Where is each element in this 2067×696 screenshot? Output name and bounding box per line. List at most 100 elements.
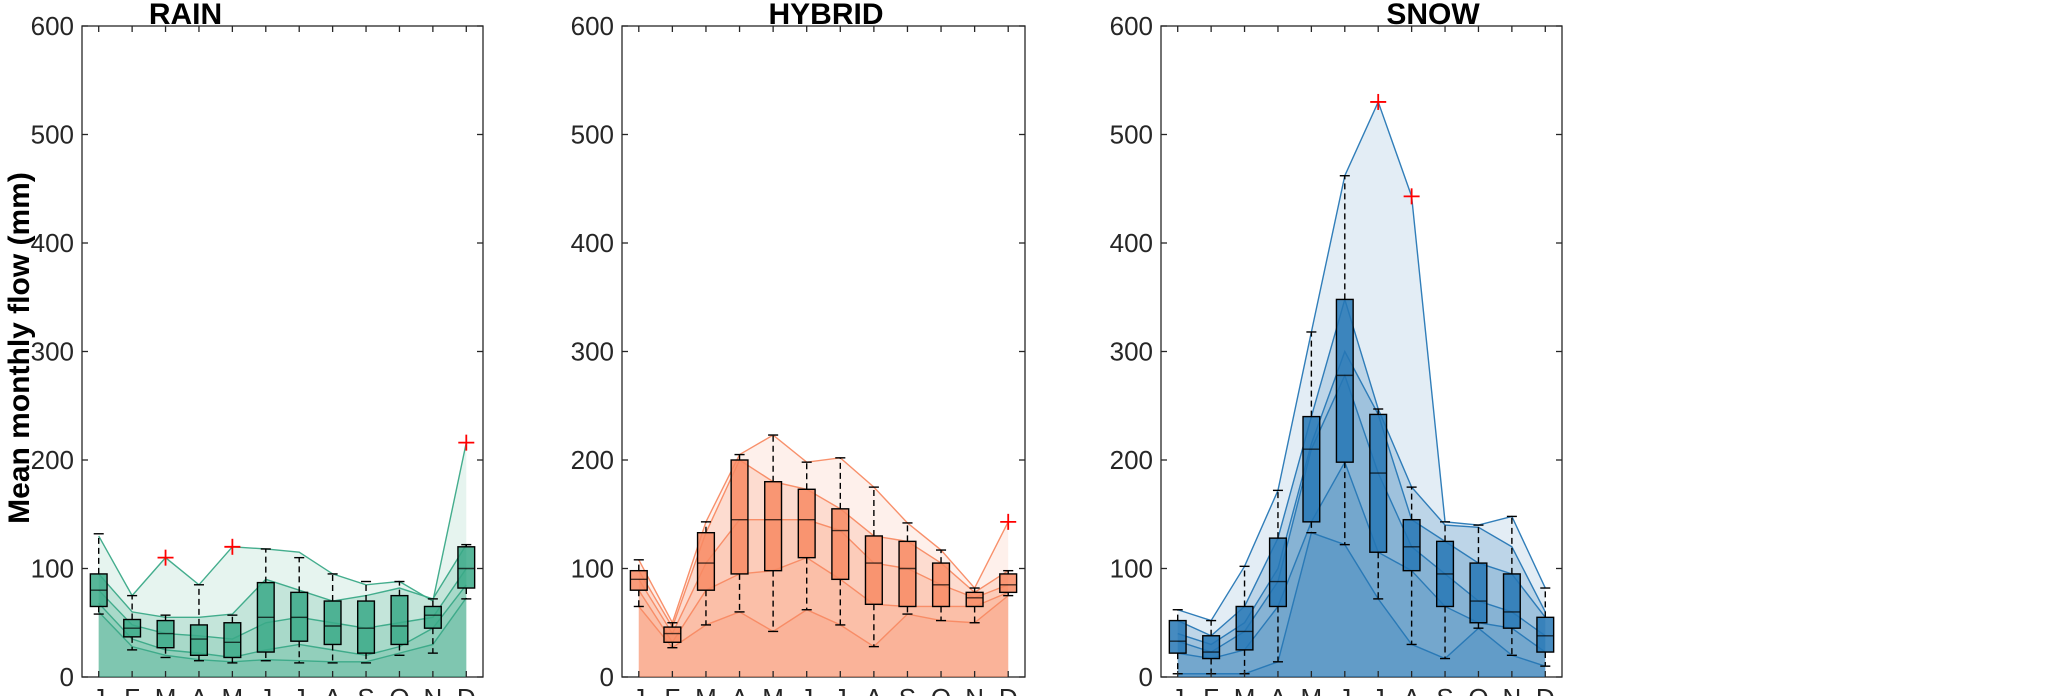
x-tick-label: J — [834, 683, 847, 696]
x-tick-label: D — [457, 683, 476, 696]
box — [663, 626, 682, 643]
box — [1302, 415, 1321, 523]
box — [898, 540, 917, 608]
box — [323, 600, 342, 646]
y-tick-label: 200 — [1110, 445, 1153, 475]
series-area — [1177, 532, 1546, 677]
y-tick-label: 0 — [60, 662, 74, 692]
y-tick-label: 300 — [1110, 337, 1153, 367]
y-tick-label: 600 — [571, 11, 614, 41]
y-tick-label: 500 — [1110, 120, 1153, 150]
y-tick-label: 400 — [571, 228, 614, 258]
x-tick-label: A — [190, 683, 208, 696]
x-tick-label: M — [762, 683, 784, 696]
x-tick-label: F — [1203, 683, 1219, 696]
y-tick-label: 200 — [571, 445, 614, 475]
x-tick-label: M — [1301, 683, 1323, 696]
series-area — [1177, 101, 1546, 677]
outlier-marker — [458, 434, 475, 451]
box — [1168, 619, 1187, 654]
panel-hybrid: 0100200300400500600JFMAMJJASONDHYBRID — [571, 0, 1026, 696]
box — [831, 508, 850, 581]
y-tick-label: 600 — [1110, 11, 1153, 41]
series-line — [1177, 100, 1546, 622]
x-tick-label: M — [1234, 683, 1256, 696]
series-line — [98, 442, 467, 603]
box — [1402, 518, 1421, 572]
outlier-marker — [1370, 93, 1387, 110]
y-tick-label: 100 — [571, 554, 614, 584]
x-tick-label: S — [1436, 683, 1453, 696]
x-tick-label: J — [632, 683, 645, 696]
box — [1202, 635, 1221, 660]
y-tick-label: 500 — [31, 120, 74, 150]
panel-rain: 0100200300400500600JFMAMJJASONDRAIN — [31, 0, 484, 696]
box — [1536, 616, 1555, 653]
box — [730, 459, 749, 575]
x-tick-label: N — [965, 683, 984, 696]
x-tick-label: M — [695, 683, 717, 696]
series-line — [98, 597, 467, 663]
x-tick-label: F — [124, 683, 140, 696]
series-line — [1177, 531, 1546, 675]
box — [999, 573, 1018, 594]
panel-snow: 0100200300400500600JFMAMJJASONDSNOW — [1110, 0, 1563, 696]
series-area — [98, 597, 467, 677]
box — [696, 531, 716, 591]
x-tick-label: D — [999, 683, 1018, 696]
series-area — [1177, 462, 1546, 677]
series-line — [1177, 460, 1546, 660]
series-line — [98, 544, 467, 619]
box — [423, 605, 442, 629]
box — [1268, 537, 1288, 608]
panel-title: HYBRID — [768, 0, 883, 31]
x-tick-label: S — [357, 683, 374, 696]
x-tick-label: J — [1372, 683, 1385, 696]
box — [1235, 605, 1254, 651]
box — [189, 624, 209, 656]
y-tick-label: 0 — [600, 662, 614, 692]
x-tick-label: A — [1403, 683, 1421, 696]
x-tick-label: M — [155, 683, 177, 696]
box — [1469, 562, 1488, 624]
y-tick-label: 500 — [571, 120, 614, 150]
y-tick-label: 300 — [31, 337, 74, 367]
box — [797, 488, 816, 559]
y-tick-label: 200 — [31, 445, 74, 475]
x-tick-label: A — [865, 683, 883, 696]
box — [390, 594, 409, 646]
x-tick-label: D — [1536, 683, 1555, 696]
y-tick-label: 300 — [571, 337, 614, 367]
x-tick-label: M — [222, 683, 244, 696]
panel-title: RAIN — [149, 0, 222, 31]
outlier-marker — [1000, 513, 1017, 530]
y-tick-label: 400 — [31, 228, 74, 258]
x-tick-label: N — [423, 683, 442, 696]
x-tick-label: N — [1502, 683, 1521, 696]
y-tick-label: 100 — [31, 554, 74, 584]
x-tick-label: J — [92, 683, 105, 696]
outlier-marker — [157, 549, 174, 566]
box — [864, 535, 883, 606]
y-tick-label: 400 — [1110, 228, 1153, 258]
x-tick-label: O — [931, 683, 951, 696]
box — [1502, 573, 1521, 629]
box — [764, 481, 783, 572]
plot-area — [81, 25, 484, 678]
box — [356, 600, 376, 654]
x-tick-label: J — [1338, 683, 1351, 696]
x-tick-label: A — [731, 683, 749, 696]
x-tick-label: S — [899, 683, 916, 696]
series-line — [638, 595, 1009, 649]
x-tick-label: J — [1171, 683, 1184, 696]
x-tick-label: A — [324, 683, 342, 696]
x-tick-label: A — [1269, 683, 1287, 696]
x-tick-label: F — [664, 683, 680, 696]
outlier-marker — [224, 538, 241, 555]
x-tick-label: O — [389, 683, 409, 696]
box — [1369, 413, 1388, 553]
outlier-marker — [1403, 188, 1420, 205]
x-tick-label: J — [293, 683, 306, 696]
box — [457, 546, 476, 589]
